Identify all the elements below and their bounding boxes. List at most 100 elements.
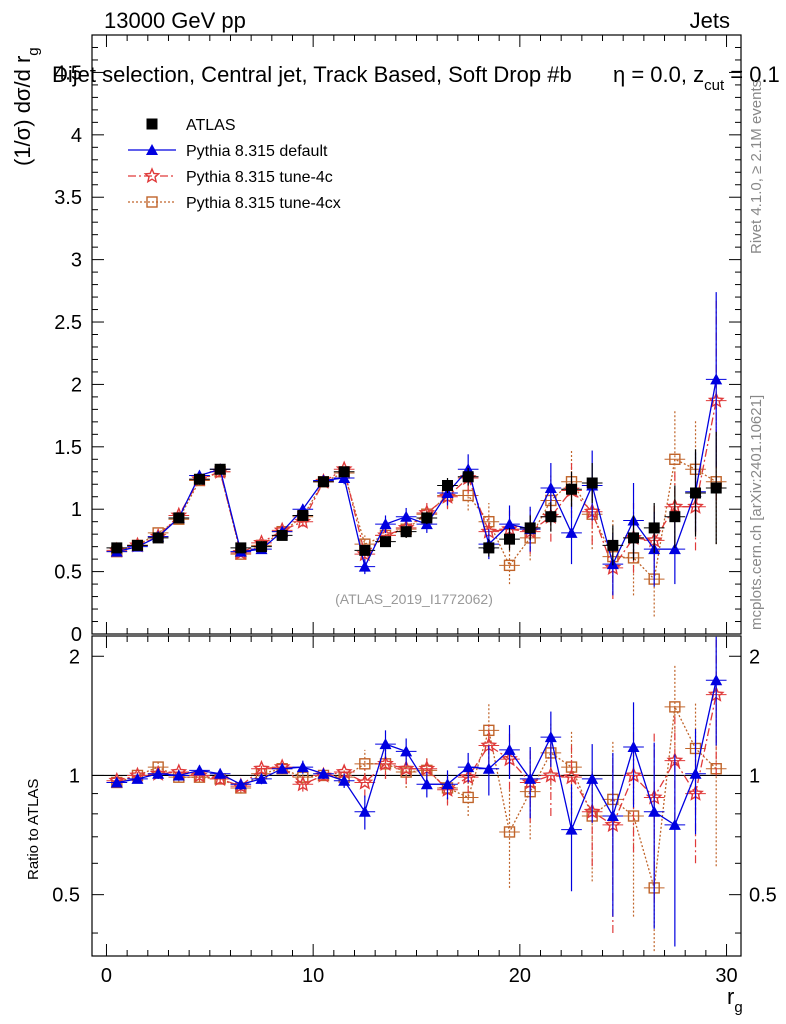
x-axis-label-base: r xyxy=(727,984,734,1009)
data-point-tune4c xyxy=(191,766,208,783)
data-point-default xyxy=(296,761,309,773)
data-point-default xyxy=(214,767,227,779)
y-tick-label: 2 xyxy=(71,374,82,396)
data-point-atlas xyxy=(545,511,557,523)
y-axis-label-main-sub: g xyxy=(25,47,42,55)
series-line-default xyxy=(116,379,717,569)
data-point-default xyxy=(565,526,578,538)
data-point-atlas xyxy=(710,482,722,494)
y-tick-label: 1 xyxy=(71,499,82,521)
plot-title: Dijet selection, Central jet, Track Base… xyxy=(52,62,780,94)
data-point-default xyxy=(317,767,330,779)
data-point-default xyxy=(276,762,289,774)
y-axis-label-ratio: Ratio to ATLAS xyxy=(25,779,42,880)
data-point-default xyxy=(146,144,158,155)
data-point-tune4cx xyxy=(669,453,681,465)
data-point-default xyxy=(668,818,681,830)
title-tail-end: = 0.1 xyxy=(724,62,780,87)
data-point-default xyxy=(710,373,723,385)
y-tick-label: 1 xyxy=(69,765,80,787)
data-point-default xyxy=(400,510,413,522)
data-point-default xyxy=(503,743,516,755)
data-point-atlas xyxy=(524,522,536,534)
y-tick-label: 4 xyxy=(71,125,82,147)
data-point-default xyxy=(234,778,247,790)
data-point-atlas xyxy=(193,473,205,485)
data-point-default xyxy=(606,809,619,821)
data-point-default xyxy=(462,761,475,773)
legend-label-tune4c: Pythia 8.315 tune-4c xyxy=(186,169,333,186)
legend-label-atlas: ATLAS xyxy=(186,117,236,134)
analysis-id-label: (ATLAS_2019_I1772062) xyxy=(335,591,493,607)
data-point-default xyxy=(420,778,433,790)
data-point-default xyxy=(152,767,165,779)
series-line-tune4c xyxy=(116,694,717,826)
data-point-tune4c xyxy=(143,167,161,184)
title-main: Dijet selection, Central jet, Track Base… xyxy=(52,62,572,87)
process-label: Jets xyxy=(690,8,730,33)
data-point-default xyxy=(668,543,681,555)
data-point-tune4c xyxy=(356,773,374,790)
legend-item-atlas: ATLAS xyxy=(146,117,236,134)
data-point-default xyxy=(338,774,351,786)
y-tick-label-right: 2 xyxy=(749,646,760,668)
data-point-tune4cx xyxy=(627,810,640,822)
data-point-default xyxy=(586,772,599,784)
data-point-atlas xyxy=(276,529,288,541)
data-point-default xyxy=(358,805,371,817)
data-point-tune4cx xyxy=(503,559,516,572)
data-point-tune4c xyxy=(418,759,436,776)
title-tail-sub: cut xyxy=(704,77,725,94)
series-atlas xyxy=(106,431,727,566)
legend-label-tune4cx: Pythia 8.315 tune-4cx xyxy=(186,195,341,212)
data-point-atlas xyxy=(442,479,454,491)
energy-label: 13000 GeV pp xyxy=(104,8,246,33)
data-point-default xyxy=(255,772,268,784)
data-point-default xyxy=(358,560,371,572)
data-point-atlas xyxy=(566,483,578,495)
data-point-atlas xyxy=(255,541,267,553)
data-point-atlas xyxy=(421,512,433,524)
data-point-tune4c xyxy=(563,768,580,785)
y-tick-label: 3 xyxy=(71,250,82,272)
data-point-default xyxy=(193,764,206,776)
y-tick-label: 2.5 xyxy=(54,312,82,334)
data-point-default xyxy=(524,772,537,784)
title-tail: η = 0.0, zcut = 0.1 xyxy=(613,62,780,94)
data-point-tune4c xyxy=(294,775,312,792)
data-point-default xyxy=(441,778,454,790)
rivet-watermark-text: Rivet 4.1.0, ≥ 2.1M events xyxy=(748,80,765,254)
data-point-atlas xyxy=(607,539,619,551)
series-line-tune4c xyxy=(116,400,717,570)
y-tick-label: 3.5 xyxy=(54,187,82,209)
y-tick-label-right: 1 xyxy=(749,765,760,787)
data-point-atlas xyxy=(338,466,350,478)
y-axis-label-main-base: (1/σ) dσ/d r xyxy=(10,56,35,166)
data-point-tune4cx xyxy=(669,701,681,713)
data-point-atlas xyxy=(690,487,702,499)
series-line-default xyxy=(116,680,717,832)
data-point-atlas xyxy=(648,522,660,534)
data-point-atlas xyxy=(400,526,412,538)
data-point-default xyxy=(503,518,516,530)
main-panel: 0 0.5 1 1.5 2 2.5 3 3.5 4 4.5 xyxy=(54,34,742,646)
data-point-default xyxy=(400,745,413,757)
data-point-default xyxy=(379,738,392,750)
data-point-atlas xyxy=(235,542,247,554)
data-point-atlas xyxy=(586,477,598,489)
x-tick-label: 10 xyxy=(302,965,324,987)
legend-item-tune4c: Pythia 8.315 tune-4c xyxy=(128,167,333,186)
data-point-default xyxy=(110,776,123,788)
data-point-atlas xyxy=(317,476,329,488)
data-point-default xyxy=(544,481,557,493)
y-tick-label: 0.5 xyxy=(52,885,80,907)
data-point-default xyxy=(689,767,702,779)
data-point-tune4c xyxy=(542,766,560,783)
data-point-tune4cx xyxy=(503,826,516,838)
data-point-default xyxy=(648,805,661,817)
y-axis-label-main: (1/σ) dσ/d rg xyxy=(10,47,42,166)
data-point-tune4c xyxy=(397,759,415,776)
ratio-panel: 0 10 20 30 0.5 0.5 1 1 2 2 xyxy=(52,635,777,987)
rivet-watermark: Rivet 4.1.0, ≥ 2.1M events xyxy=(748,80,765,254)
